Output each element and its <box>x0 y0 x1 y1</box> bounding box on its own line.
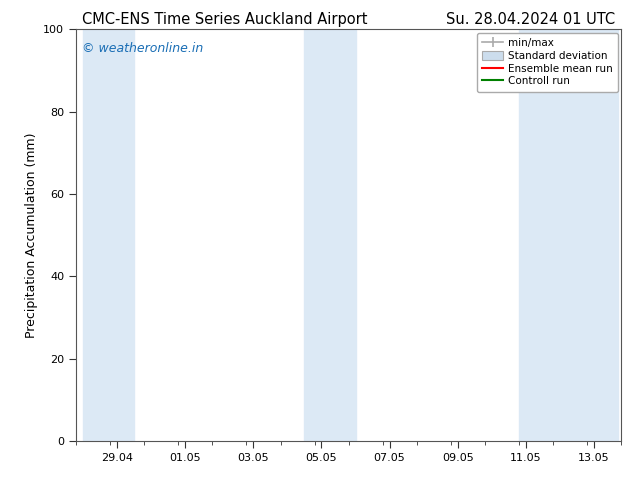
Y-axis label: Precipitation Accumulation (mm): Precipitation Accumulation (mm) <box>25 132 37 338</box>
Bar <box>519 29 618 441</box>
Text: Su. 28.04.2024 01 UTC: Su. 28.04.2024 01 UTC <box>446 12 615 27</box>
Text: CMC-ENS Time Series Auckland Airport: CMC-ENS Time Series Auckland Airport <box>82 12 368 27</box>
Bar <box>83 29 134 441</box>
Text: © weatheronline.in: © weatheronline.in <box>82 42 203 55</box>
Legend: min/max, Standard deviation, Ensemble mean run, Controll run: min/max, Standard deviation, Ensemble me… <box>477 32 618 92</box>
Bar <box>304 29 356 441</box>
